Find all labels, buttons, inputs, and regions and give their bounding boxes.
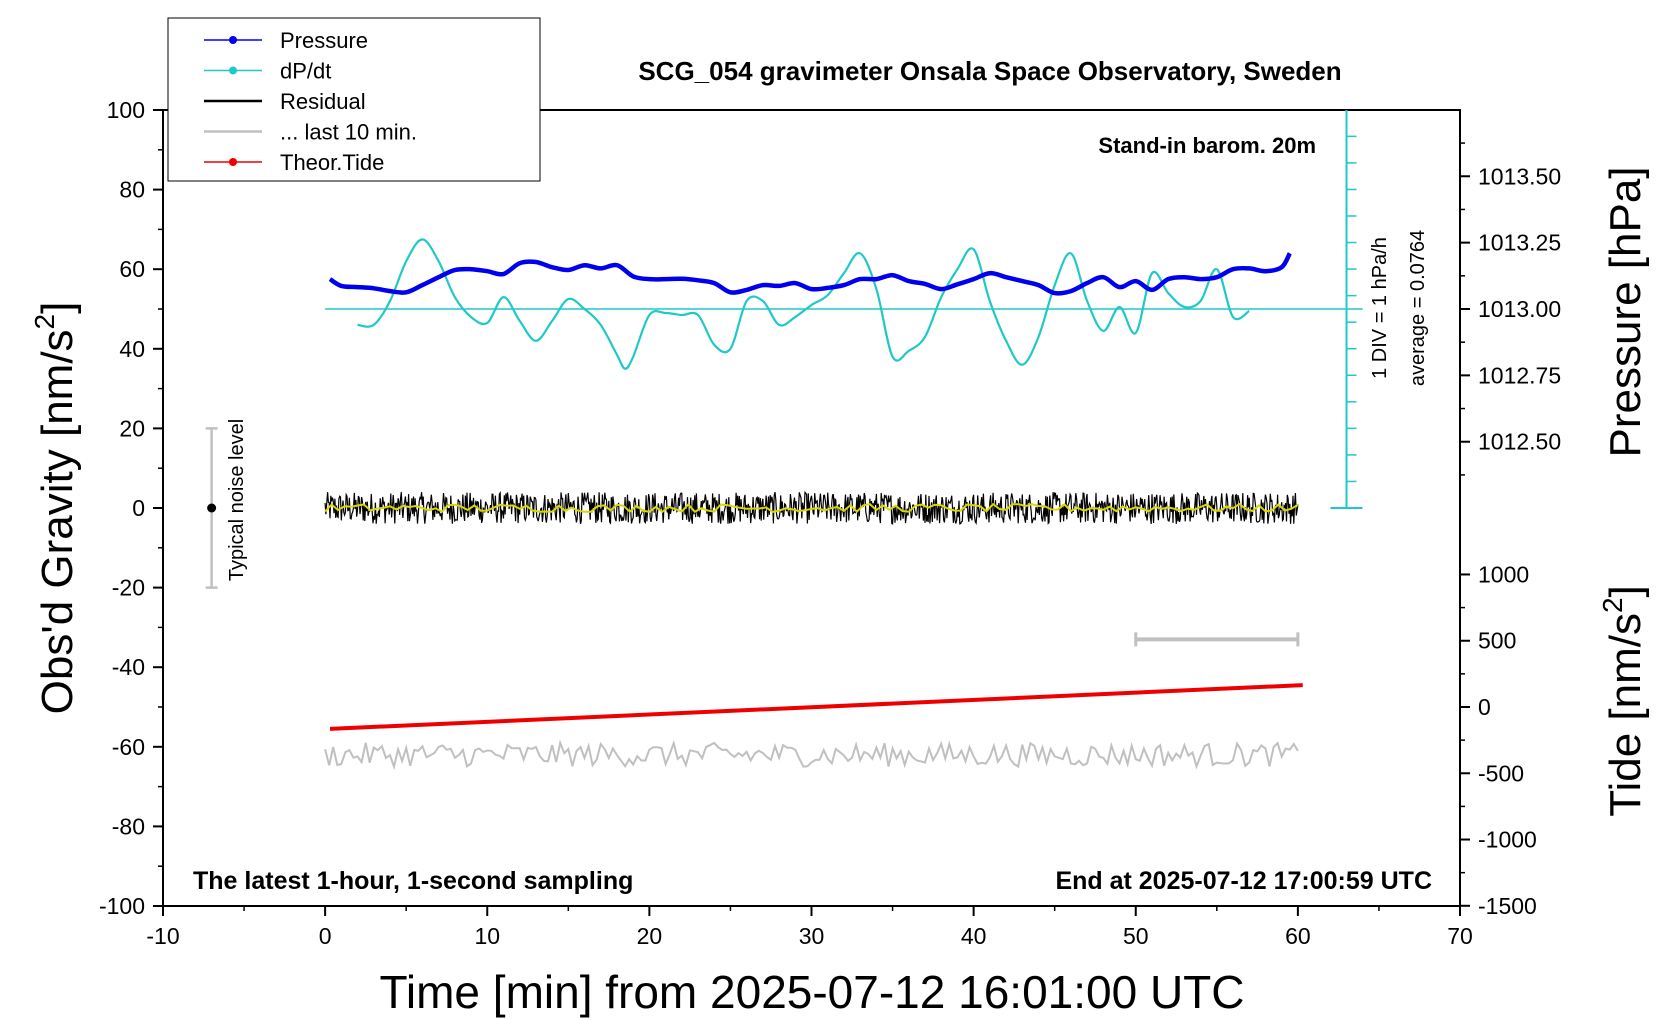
legend-marker bbox=[229, 158, 237, 166]
noise-level-label: Typical noise level bbox=[226, 419, 248, 581]
series-tide-line bbox=[329, 683, 1303, 731]
y-tick-label: 20 bbox=[119, 415, 145, 441]
y-tick-label: -20 bbox=[112, 575, 145, 601]
legend: Pressure dP/dt Residual ... last 10 min. The… bbox=[167, 17, 541, 182]
legend-label: Theor.Tide bbox=[280, 150, 384, 175]
legend-label: dP/dt bbox=[280, 59, 331, 84]
legend-box bbox=[167, 17, 541, 182]
x-tick-label: 70 bbox=[1447, 923, 1473, 949]
pressure-tick-label: 1013.00 bbox=[1478, 296, 1561, 322]
y-axis-label-sup: 2 bbox=[29, 314, 60, 330]
pressure-tick-label: 1013.50 bbox=[1478, 163, 1561, 189]
x-tick-label: 30 bbox=[799, 923, 825, 949]
series-dpdt-line bbox=[357, 238, 1250, 370]
tide-axis-label: Tide [nm/s2] bbox=[1597, 585, 1650, 817]
bottom-right-note: End at 2025-07-12 17:00:59 UTC bbox=[1055, 867, 1432, 895]
tide-axis-label-text: Tide [nm/s bbox=[1601, 613, 1650, 817]
tide-tick-label: 500 bbox=[1478, 628, 1516, 654]
dpdt-ruler bbox=[325, 110, 1363, 509]
x-tick-label: 40 bbox=[961, 923, 987, 949]
div-label: 1 DIV = 1 hPa/h bbox=[1369, 237, 1391, 379]
y-axis: 100 80 60 40 20 0 -20 -40 -60 -80 -100 bbox=[99, 97, 163, 919]
y-tick-label: -80 bbox=[112, 813, 145, 839]
x-tick-label: 60 bbox=[1285, 923, 1311, 949]
legend-label: Pressure bbox=[280, 28, 368, 53]
pressure-axis-label: Pressure [hPa] bbox=[1601, 166, 1650, 457]
y-tick-label: 80 bbox=[119, 177, 145, 203]
legend-label: ... last 10 min. bbox=[280, 120, 417, 145]
x-tick-label: -10 bbox=[146, 923, 179, 949]
y-tick-label: 100 bbox=[107, 97, 145, 123]
barometer-label: Stand-in barom. 20m bbox=[1098, 133, 1316, 158]
x-axis: -10 0 10 20 30 40 50 60 70 bbox=[146, 906, 1473, 949]
x-tick-label: 20 bbox=[637, 923, 663, 949]
series-residual-line bbox=[324, 490, 1299, 525]
noise-level-bar bbox=[205, 427, 218, 589]
y-axis-label-text: Obs'd Gravity [nm/s bbox=[33, 329, 82, 714]
tide-tick-label: -1500 bbox=[1478, 893, 1537, 919]
y-tick-label: -100 bbox=[99, 893, 145, 919]
tide-tick-label: 1000 bbox=[1478, 561, 1529, 587]
series-residual-smooth-line bbox=[324, 502, 1299, 514]
series-pressure-line bbox=[328, 252, 1292, 296]
legend-marker bbox=[229, 66, 237, 75]
pressure-tick-label: 1012.50 bbox=[1478, 429, 1561, 455]
y-tick-label: 0 bbox=[132, 495, 145, 521]
y-tick-label: 60 bbox=[119, 256, 145, 282]
x-tick-label: 50 bbox=[1123, 923, 1149, 949]
tide-axis-label-sup: 2 bbox=[1597, 597, 1628, 613]
noise-bar-center-dot bbox=[207, 503, 217, 513]
x-tick-label: 0 bbox=[319, 923, 332, 949]
bottom-left-note: The latest 1-hour, 1-second sampling bbox=[193, 867, 633, 895]
legend-marker bbox=[229, 36, 237, 44]
x-axis-label: Time [min] from 2025-07-12 16:01:00 UTC bbox=[380, 966, 1245, 1018]
y-tick-label: 40 bbox=[119, 336, 145, 362]
y-axis-label: Obs'd Gravity [nm/s2] bbox=[29, 302, 82, 715]
pressure-tick-label: 1012.75 bbox=[1478, 362, 1561, 388]
tide-tick-label: -500 bbox=[1478, 760, 1524, 786]
y-tick-label: -40 bbox=[112, 654, 145, 680]
chart-title: SCG_054 gravimeter Onsala Space Observat… bbox=[638, 56, 1341, 86]
tide-tick-label: -1000 bbox=[1478, 827, 1537, 853]
pressure-axis: 1013.50 1013.25 1013.00 1012.75 1012.50 bbox=[1460, 142, 1561, 476]
pressure-tick-label: 1013.25 bbox=[1478, 230, 1561, 256]
x-tick-label: 10 bbox=[474, 923, 500, 949]
legend-label: Residual bbox=[280, 89, 366, 114]
average-label: average = 0.0764 bbox=[1407, 230, 1429, 386]
tide-axis: 1000 500 0 -500 -1000 -1500 bbox=[1460, 561, 1537, 919]
tide-tick-label: 0 bbox=[1478, 694, 1491, 720]
tide-axis-label-close: ] bbox=[1601, 585, 1650, 597]
y-tick-label: -60 bbox=[112, 734, 145, 760]
series-last10-line bbox=[324, 739, 1299, 771]
y-axis-label-close: ] bbox=[33, 302, 82, 314]
last10-bar bbox=[1134, 632, 1300, 647]
